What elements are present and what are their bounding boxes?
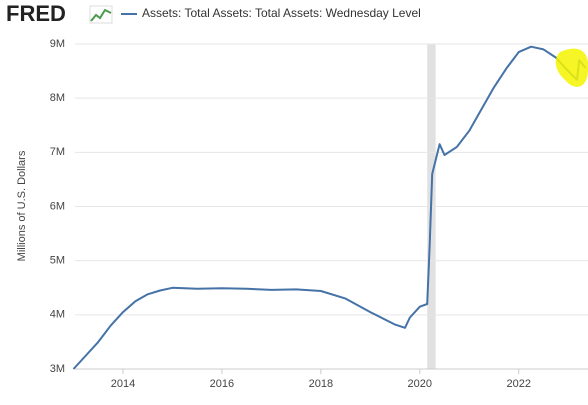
y-tick-label: 5M bbox=[50, 255, 65, 267]
legend-label: Assets: Total Assets: Total Assets: Wedn… bbox=[142, 6, 421, 20]
highlight bbox=[555, 48, 588, 87]
y-tick-label: 8M bbox=[50, 92, 65, 104]
x-tick-label: 2014 bbox=[111, 378, 135, 390]
x-tick-label: 2020 bbox=[408, 378, 432, 390]
y-tick-label: 4M bbox=[50, 309, 65, 321]
y-tick-label: 7M bbox=[50, 146, 65, 158]
logo: FRED bbox=[6, 1, 66, 26]
x-tick-label: 2018 bbox=[309, 378, 333, 390]
y-tick-label: 3M bbox=[50, 363, 65, 375]
logo-icon bbox=[89, 5, 113, 24]
y-tick-label: 9M bbox=[50, 38, 65, 50]
x-tick-label: 2022 bbox=[507, 378, 531, 390]
x-tick-label: 2016 bbox=[210, 378, 234, 390]
y-axis-label: Millions of U.S. Dollars bbox=[16, 150, 28, 261]
series-line bbox=[72, 45, 587, 370]
y-tick-label: 6M bbox=[50, 200, 65, 212]
